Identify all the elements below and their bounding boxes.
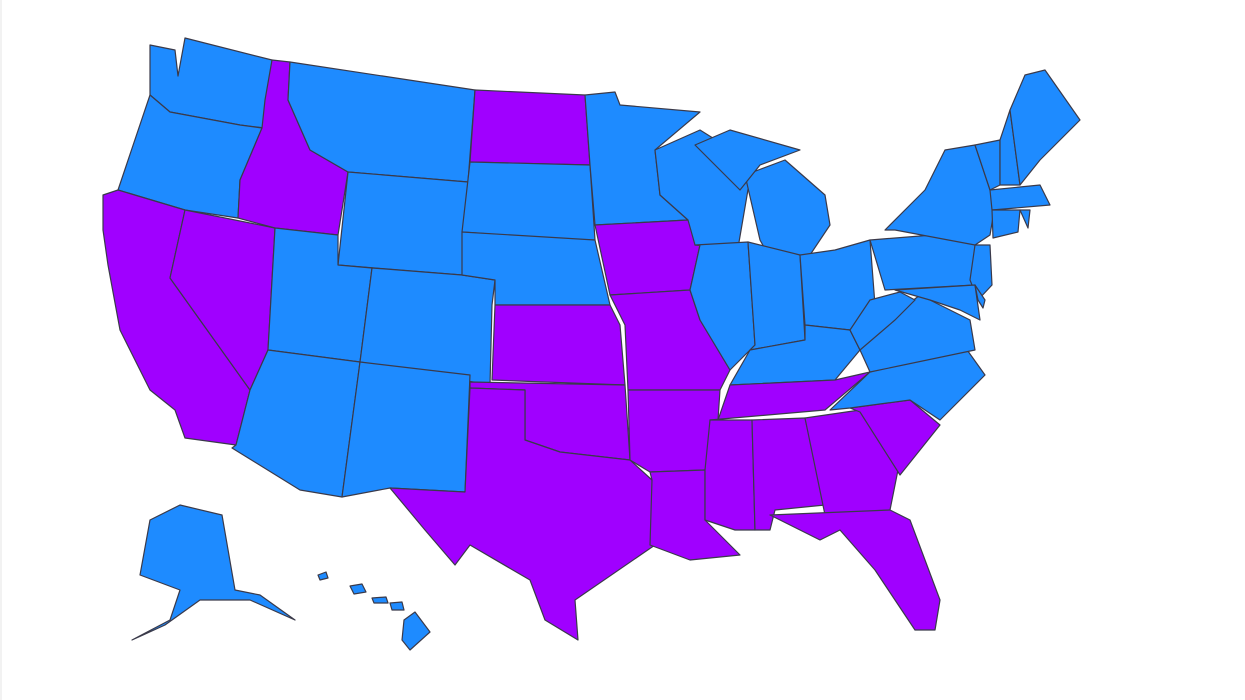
state [974, 284, 986, 309]
state-part [694, 129, 801, 191]
state-part [744, 159, 831, 259]
state [594, 219, 701, 296]
state [461, 161, 596, 241]
state [317, 571, 431, 651]
state [469, 89, 591, 166]
state-part [389, 601, 405, 611]
state [1009, 69, 1081, 186]
state-part [371, 596, 389, 604]
state [704, 419, 756, 531]
state-part [401, 611, 431, 651]
state [769, 509, 941, 631]
state [747, 241, 806, 351]
state [991, 209, 1021, 239]
state [894, 284, 981, 321]
state [389, 387, 656, 641]
state [337, 171, 469, 276]
state [341, 361, 471, 498]
state [1019, 209, 1031, 229]
state [694, 129, 831, 259]
state [491, 304, 626, 386]
state [989, 184, 1051, 211]
state [131, 504, 296, 641]
state-part [349, 583, 367, 595]
state-part [317, 571, 329, 581]
